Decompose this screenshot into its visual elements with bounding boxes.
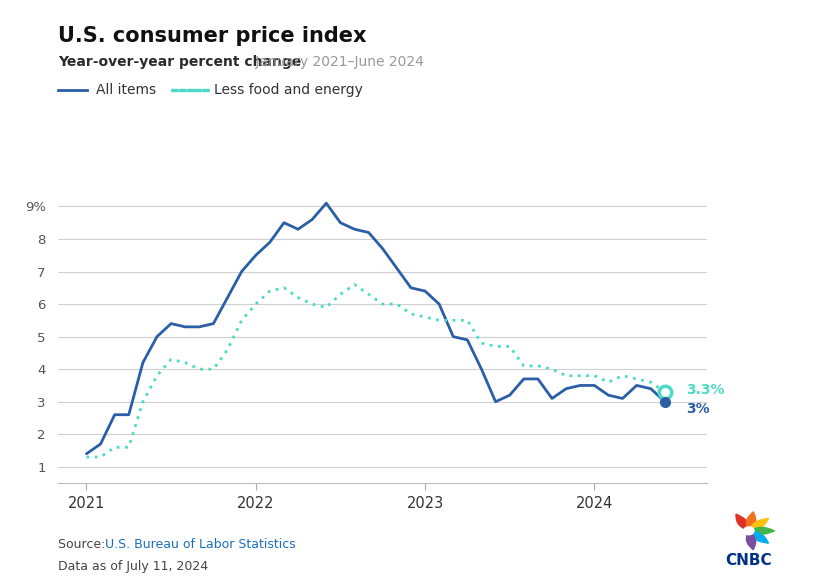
Text: 3%: 3% [686, 402, 710, 416]
Polygon shape [749, 519, 769, 531]
Text: 3.3%: 3.3% [686, 384, 725, 398]
Text: January 2021–June 2024: January 2021–June 2024 [251, 55, 424, 69]
Text: Source:: Source: [58, 538, 110, 551]
Polygon shape [746, 512, 755, 531]
Text: Year-over-year percent change: Year-over-year percent change [58, 55, 301, 69]
Text: Data as of July 11, 2024: Data as of July 11, 2024 [58, 560, 208, 573]
Polygon shape [749, 527, 775, 534]
Text: U.S. consumer price index: U.S. consumer price index [58, 26, 367, 46]
Text: All items: All items [96, 83, 156, 97]
Circle shape [744, 527, 754, 535]
Text: Less food and energy: Less food and energy [214, 83, 363, 97]
Text: CNBC: CNBC [726, 553, 772, 568]
Polygon shape [746, 531, 755, 549]
Polygon shape [736, 514, 749, 531]
Text: U.S. Bureau of Labor Statistics: U.S. Bureau of Labor Statistics [105, 538, 295, 551]
Polygon shape [749, 531, 769, 543]
